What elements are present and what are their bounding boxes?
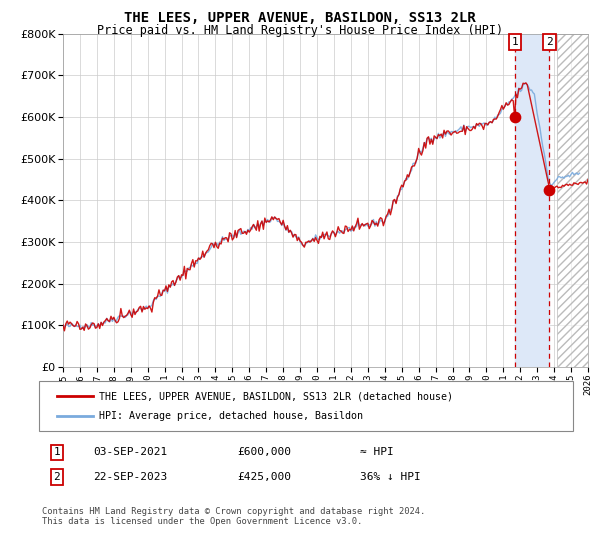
Text: 2: 2 — [546, 37, 553, 47]
Point — [545, 185, 554, 194]
Text: 36% ↓ HPI: 36% ↓ HPI — [360, 472, 421, 482]
Bar — [515, 34, 550, 367]
Text: 1: 1 — [53, 447, 61, 458]
Text: 03-SEP-2021: 03-SEP-2021 — [93, 447, 167, 458]
Text: THE LEES, UPPER AVENUE, BASILDON, SS13 2LR (detached house): THE LEES, UPPER AVENUE, BASILDON, SS13 2… — [99, 391, 453, 401]
Text: Price paid vs. HM Land Registry's House Price Index (HPI): Price paid vs. HM Land Registry's House … — [97, 24, 503, 36]
Text: 2: 2 — [53, 472, 61, 482]
Text: Contains HM Land Registry data © Crown copyright and database right 2024.
This d: Contains HM Land Registry data © Crown c… — [42, 507, 425, 526]
Point — [510, 113, 520, 122]
Text: £425,000: £425,000 — [237, 472, 291, 482]
Text: 22-SEP-2023: 22-SEP-2023 — [93, 472, 167, 482]
Text: 1: 1 — [511, 37, 518, 47]
Text: HPI: Average price, detached house, Basildon: HPI: Average price, detached house, Basi… — [99, 411, 363, 421]
Text: £600,000: £600,000 — [237, 447, 291, 458]
Text: THE LEES, UPPER AVENUE, BASILDON, SS13 2LR: THE LEES, UPPER AVENUE, BASILDON, SS13 2… — [124, 11, 476, 25]
Text: ≈ HPI: ≈ HPI — [360, 447, 394, 458]
